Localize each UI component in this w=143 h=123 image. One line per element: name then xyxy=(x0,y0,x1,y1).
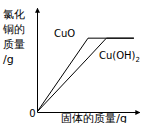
chart: 0 CuO Cu(OH)2 固体的质量/g 氯化铜的质量/g xyxy=(0,0,143,123)
x-axis-title: 固体的质量/g xyxy=(61,112,127,123)
series-label: Cu(OH)2 xyxy=(99,50,140,64)
x-tick-label: 0 xyxy=(29,108,35,119)
y-axis xyxy=(37,9,38,113)
x-tick: 0 xyxy=(29,108,37,119)
series-label: CuO xyxy=(54,28,75,39)
y-axis-line xyxy=(37,9,38,113)
y-axis-title: 氯化铜的质量/g xyxy=(2,8,25,66)
